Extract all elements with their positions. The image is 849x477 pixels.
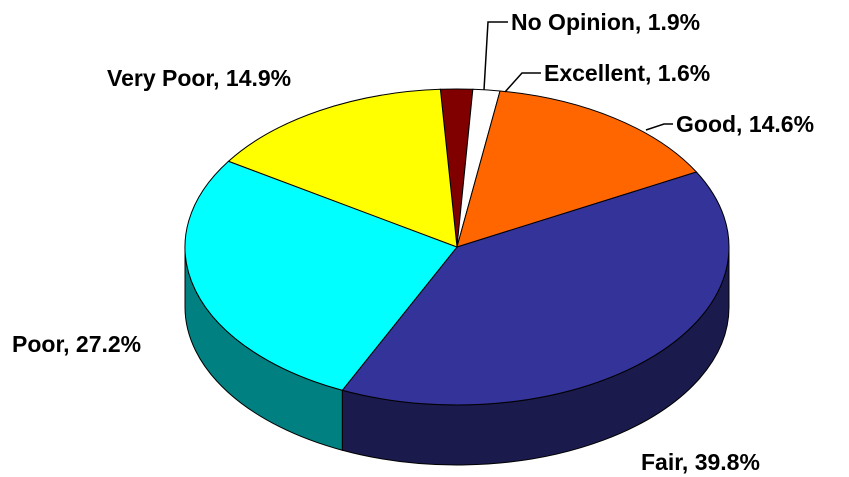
data-label-no-opinion: No Opinion, 1.9% [511, 9, 700, 35]
pie-slices [184, 88, 730, 406]
pie-slice-good [456, 90, 698, 248]
pie-slice-very-poor [227, 88, 458, 248]
data-label-excellent: Excellent, 1.6% [544, 60, 710, 86]
data-label-fair: Fair, 39.8% [641, 449, 760, 475]
leader-line-no-opinion [483, 21, 508, 91]
leader-line-good [645, 123, 673, 131]
data-label-good: Good, 14.6% [676, 111, 814, 137]
pie-slice-fair [341, 171, 730, 406]
pie-slice-poor [184, 160, 458, 391]
data-label-very-poor: Very Poor, 14.9% [107, 65, 291, 91]
data-label-poor: Poor, 27.2% [12, 331, 141, 357]
leader-lines [483, 21, 673, 131]
data-labels: No Opinion, 1.9% Excellent, 1.6% Good, 14.… [12, 9, 814, 475]
leader-line-excellent [504, 72, 541, 93]
